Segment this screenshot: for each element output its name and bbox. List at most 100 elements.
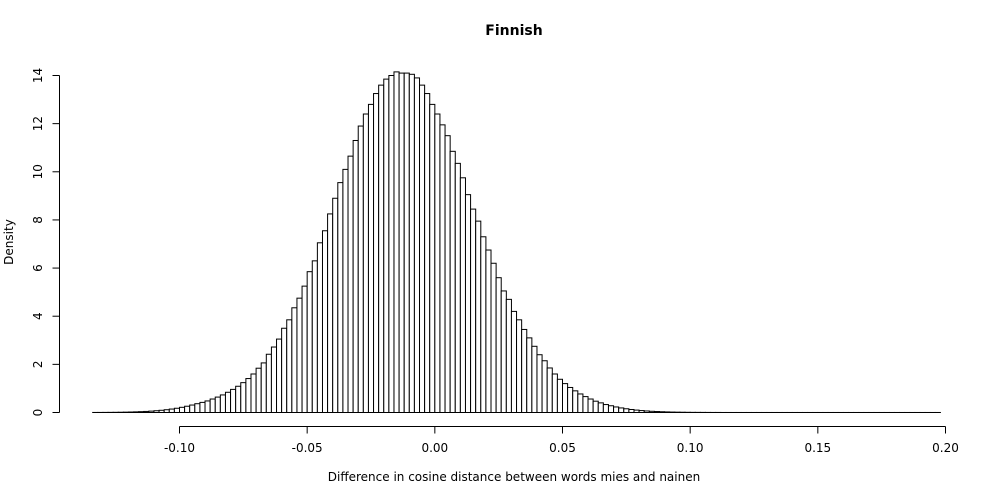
histogram-bar	[475, 220, 482, 413]
y-axis: 0 2 4 6 8 10 12 14	[31, 68, 60, 416]
histogram-bar	[173, 407, 180, 414]
histogram-bar	[352, 139, 359, 414]
histogram-bar	[148, 410, 155, 414]
histogram-bar	[306, 271, 313, 413]
histogram-bar	[505, 298, 512, 413]
histogram-bar	[265, 353, 272, 413]
histogram-bar	[158, 409, 165, 414]
x-axis-label: Difference in cosine distance between wo…	[328, 470, 700, 484]
histogram-bar	[454, 162, 461, 413]
histogram-bar	[347, 155, 354, 413]
histogram-bar	[633, 409, 640, 413]
histogram-bar	[398, 72, 405, 413]
histogram-bar	[255, 367, 262, 413]
histogram-bar	[623, 408, 630, 413]
histogram-bar	[189, 404, 196, 414]
x-tick-label: 0.20	[932, 441, 959, 455]
histogram-bar	[408, 73, 415, 414]
histogram-bar	[362, 113, 369, 413]
y-tick-label: 14	[31, 68, 45, 83]
histogram-bar	[357, 125, 364, 414]
histogram-bar	[214, 396, 221, 413]
histogram-bar	[153, 410, 160, 413]
histogram-bar	[464, 194, 472, 413]
y-tick-label: 8	[31, 216, 45, 224]
histogram-bar	[337, 182, 344, 413]
histogram-bar	[373, 93, 380, 414]
y-tick-label: 4	[31, 312, 45, 320]
histogram-bar	[562, 383, 569, 413]
histogram-bar	[516, 319, 523, 414]
histogram-bar	[230, 388, 237, 414]
histogram-bar	[219, 394, 226, 413]
histogram-bar	[628, 408, 635, 413]
histogram-bar	[224, 391, 232, 413]
histogram-bar	[424, 93, 431, 414]
histogram-bar	[240, 382, 247, 413]
histogram-bar	[434, 113, 441, 413]
histogram-bar	[419, 84, 426, 413]
y-tick-label: 0	[31, 409, 45, 417]
histogram-bar	[250, 373, 257, 413]
histogram-bar	[332, 197, 339, 413]
histogram-bar	[643, 410, 650, 413]
histogram-bar	[403, 72, 410, 413]
histogram-bar	[245, 378, 252, 413]
histogram-bar	[444, 135, 451, 413]
histogram-bar	[664, 411, 671, 414]
histogram-bar	[143, 410, 150, 414]
histogram-bar	[311, 260, 318, 413]
y-tick-label: 6	[31, 264, 45, 272]
histogram-bar	[327, 213, 334, 413]
y-tick-label: 10	[31, 164, 45, 179]
histogram-bar	[163, 409, 170, 414]
histogram-bar	[526, 337, 533, 414]
histogram-bar	[342, 168, 349, 413]
x-tick-label: -0.10	[164, 441, 195, 455]
histogram-bar	[531, 345, 538, 413]
histogram-bar	[316, 242, 323, 413]
histogram-bar	[388, 75, 395, 413]
histogram-bar	[659, 411, 666, 413]
histogram-bar	[276, 338, 283, 413]
histogram-bar	[184, 405, 191, 413]
histogram-bar	[378, 84, 385, 413]
histogram-bar	[133, 411, 140, 413]
x-axis: -0.10 -0.05 0.00 0.05 0.10 0.15 0.20	[164, 426, 959, 455]
histogram-bar	[510, 310, 518, 413]
histogram-bar	[413, 77, 421, 413]
histogram-bar	[602, 404, 609, 413]
histogram-bar	[577, 393, 584, 413]
histogram-bar	[597, 402, 604, 413]
histogram-bar	[204, 400, 211, 414]
histogram-bar	[429, 103, 436, 413]
histogram-bar	[500, 290, 507, 413]
histogram-bar	[270, 346, 278, 413]
histogram-bar	[179, 406, 186, 414]
histogram-bars	[92, 71, 941, 414]
histogram-bar	[541, 360, 548, 413]
histogram-bar	[301, 285, 308, 414]
histogram-bar	[194, 403, 201, 413]
histogram-bar	[393, 71, 400, 413]
histogram-bar	[383, 78, 390, 414]
histogram-bar	[439, 124, 446, 413]
histogram-bar	[546, 367, 553, 413]
histogram-bar	[209, 398, 216, 413]
histogram-bar	[572, 390, 579, 413]
histogram-bar	[567, 386, 574, 414]
y-tick-label: 2	[31, 361, 45, 369]
histogram-bar	[638, 410, 645, 414]
histogram-bar	[291, 307, 298, 414]
histogram-bar	[321, 230, 329, 413]
histogram-bar	[490, 262, 497, 414]
histogram-bar	[168, 408, 175, 413]
histogram-bar	[495, 277, 502, 414]
histogram-bar	[587, 398, 594, 413]
histogram-bar	[449, 150, 456, 413]
histogram-bar	[521, 328, 528, 414]
histogram-bar	[281, 327, 288, 413]
histogram-bar	[286, 319, 293, 414]
histogram-bar	[618, 407, 625, 413]
